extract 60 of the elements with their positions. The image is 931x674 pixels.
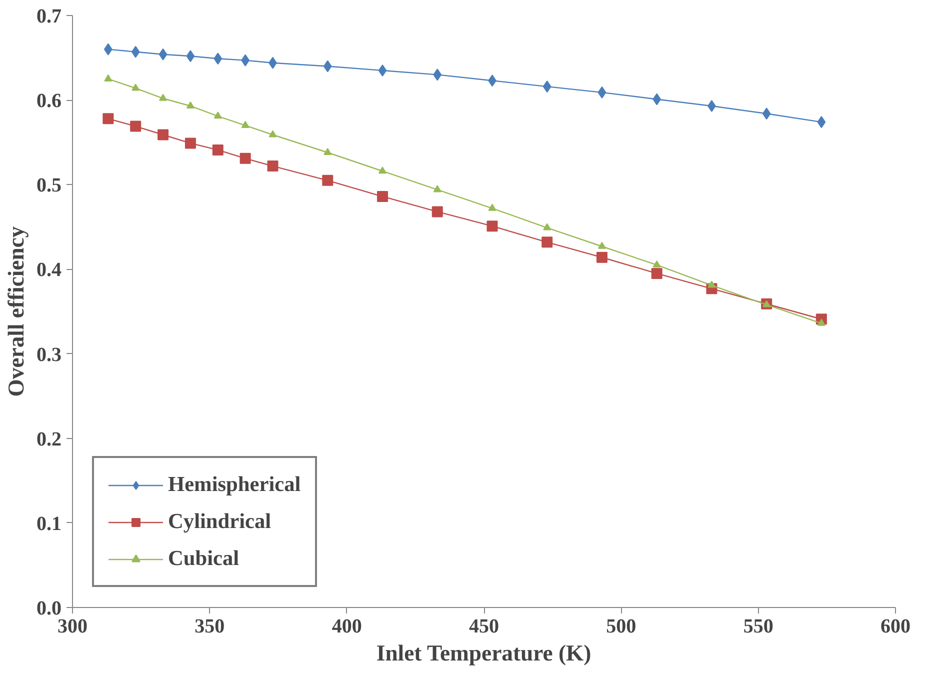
point [186, 50, 195, 62]
point [378, 64, 387, 76]
point [488, 204, 496, 211]
point [240, 152, 251, 164]
point [184, 138, 196, 149]
x-tick-label: 400 [332, 616, 362, 638]
y-tick-label: 0.6 [36, 90, 62, 112]
point [159, 94, 168, 101]
point [132, 84, 140, 91]
point [158, 129, 169, 140]
y-tick-label: 0.7 [36, 6, 62, 28]
y-tick-label: 0.2 [36, 428, 62, 450]
point [102, 113, 114, 124]
point [214, 112, 222, 119]
point [652, 260, 661, 268]
point [543, 223, 552, 230]
point [542, 80, 552, 93]
point [708, 280, 716, 288]
point [433, 68, 442, 81]
point [214, 52, 222, 65]
point [323, 60, 332, 72]
point [324, 148, 332, 156]
y-tick-label: 0.3 [36, 344, 62, 366]
point [268, 130, 277, 138]
legend-label: Cylindrical [168, 509, 272, 534]
point [158, 48, 168, 60]
point [131, 46, 140, 58]
point [598, 242, 606, 249]
x-tick-label: 600 [880, 616, 910, 638]
y-axis-title: Overall efficiency [4, 226, 28, 397]
point [104, 74, 112, 82]
point [542, 236, 553, 248]
y-tick-label: 0.1 [36, 512, 62, 535]
point [596, 252, 608, 263]
x-tick-label: 500 [606, 616, 636, 638]
legend-label: Hemispherical [168, 472, 301, 497]
point [598, 86, 606, 98]
point [212, 144, 224, 156]
point [241, 120, 250, 128]
point [376, 190, 388, 202]
point [186, 101, 194, 109]
point [322, 174, 334, 186]
point [817, 116, 826, 128]
point [486, 220, 498, 232]
point [762, 108, 771, 120]
x-axis-title: Inlet Temperature (K) [376, 640, 592, 666]
point [104, 43, 112, 56]
y-tick-label: 0.4 [36, 259, 62, 282]
x-tick-label: 350 [194, 616, 225, 638]
y-tick-label: 0.5 [36, 174, 62, 197]
point [433, 185, 442, 192]
point [130, 120, 142, 132]
point [651, 268, 662, 279]
point [432, 206, 443, 218]
point [267, 160, 278, 172]
x-tick-label: 450 [469, 616, 499, 638]
x-tick-label: 550 [743, 616, 774, 638]
point [378, 166, 386, 174]
point [817, 318, 826, 326]
legend-label: Cubical [168, 546, 240, 571]
